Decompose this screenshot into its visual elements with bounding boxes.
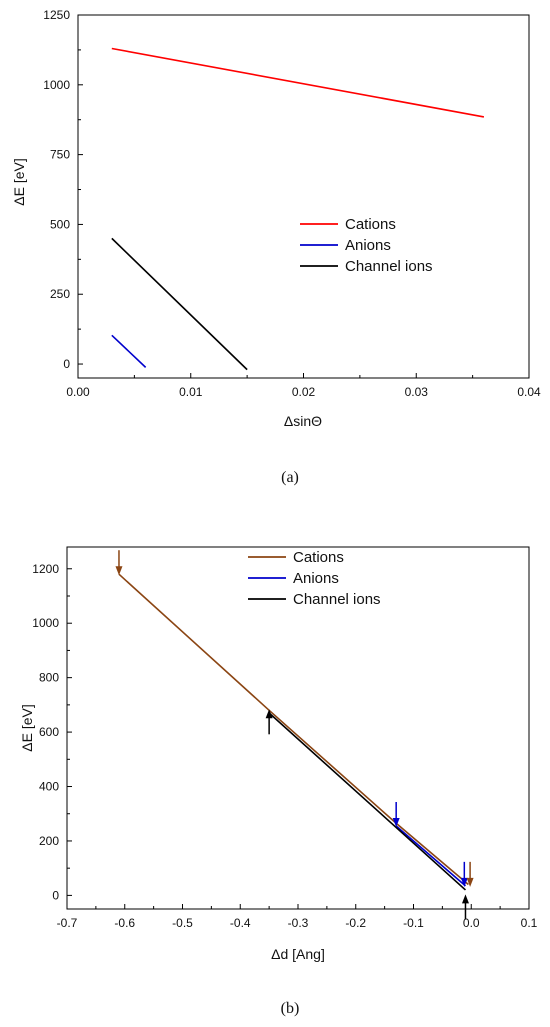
legend-label: Anions (293, 570, 339, 587)
y-tick-label: 1250 (43, 8, 70, 22)
series-line-channel-ions (111, 237, 248, 371)
panel-label-a: (a) (281, 469, 299, 486)
chart-panel-b: -0.7 -0.6 -0.5 -0.4 -0.3 -0.2 -0.1 0.0 0.1 0 200 4… (19, 546, 538, 1017)
arrow-marker (392, 801, 400, 827)
arrow-marker (460, 861, 468, 887)
series-line-anions (395, 825, 466, 887)
arrow-marker (265, 709, 273, 735)
y-axis-a: 0 250 500 750 1000 1250 (43, 8, 83, 371)
y-tick-label: 0 (63, 357, 70, 371)
x-tick-label: 0.1 (521, 916, 538, 930)
panel-label-b: (b) (281, 1000, 300, 1017)
y-axis-title-a: ΔE [eV] (11, 158, 27, 205)
x-tick-label: 0.04 (517, 385, 541, 399)
arrow-marker (461, 894, 469, 920)
x-tick-label: -0.6 (114, 916, 135, 930)
arrow-markers-b (115, 550, 474, 920)
y-tick-label: 250 (50, 287, 70, 301)
legend-label: Channel ions (345, 258, 433, 275)
x-tick-label: 0.02 (292, 385, 316, 399)
arrow-marker (115, 550, 123, 576)
series-group-b (118, 573, 469, 891)
x-tick-label: -0.5 (172, 916, 193, 930)
legend-entry: Cations (300, 216, 396, 233)
x-axis-title-a: ΔsinΘ (284, 413, 322, 429)
x-tick-label: -0.1 (403, 916, 424, 930)
x-tick-label: 0.00 (66, 385, 90, 399)
legend-entry: Anions (300, 237, 391, 254)
legend-label: Cations (293, 549, 344, 566)
x-tick-label: 0.01 (179, 385, 203, 399)
legend-entry: Channel ions (300, 258, 433, 275)
y-tick-label: 1000 (32, 616, 59, 630)
series-line-anions (111, 334, 147, 368)
y-tick-label: 600 (39, 725, 59, 739)
plot-frame-a (77, 14, 530, 379)
legend-entry: Anions (248, 570, 339, 587)
y-tick-label: 800 (39, 671, 59, 685)
x-axis-title-b: Δd [Ang] (271, 946, 325, 962)
arrow-marker (466, 861, 474, 887)
legend-entry: Cations (248, 549, 344, 566)
series-line-cations (111, 47, 485, 118)
y-tick-label: 1000 (43, 78, 70, 92)
y-axis-title-b: ΔE [eV] (19, 704, 35, 751)
x-axis-a: 0.00 0.01 0.02 0.03 0.04 (66, 373, 541, 399)
y-axis-b: 0 200 400 600 800 1000 1200 (32, 562, 72, 902)
y-tick-label: 1200 (32, 562, 59, 576)
x-tick-label: -0.4 (230, 916, 251, 930)
legend-a: Cations Anions Channel ions (300, 216, 433, 275)
y-tick-label: 0 (52, 888, 59, 902)
x-tick-label: 0.03 (405, 385, 429, 399)
x-axis-b: -0.7 -0.6 -0.5 -0.4 -0.3 -0.2 -0.1 0.0 0.1 (57, 904, 538, 930)
y-tick-label: 400 (39, 780, 59, 794)
series-group-a (111, 47, 485, 371)
series-line-channel-ions (268, 712, 467, 891)
legend-label: Channel ions (293, 591, 381, 608)
x-tick-label: -0.7 (57, 916, 78, 930)
x-tick-label: 0.0 (463, 916, 480, 930)
y-tick-label: 750 (50, 148, 70, 162)
x-tick-label: -0.2 (345, 916, 366, 930)
y-tick-label: 500 (50, 217, 70, 231)
legend-label: Anions (345, 237, 391, 254)
legend-b: Cations Anions Channel ions (248, 549, 381, 608)
legend-entry: Channel ions (248, 591, 381, 608)
x-tick-label: -0.3 (288, 916, 309, 930)
y-tick-label: 200 (39, 834, 59, 848)
chart-panel-a: 0.00 0.01 0.02 0.03 0.04 025050075010001250 … (11, 8, 541, 486)
series-line-cations (118, 573, 469, 886)
legend-label: Cations (345, 216, 396, 233)
